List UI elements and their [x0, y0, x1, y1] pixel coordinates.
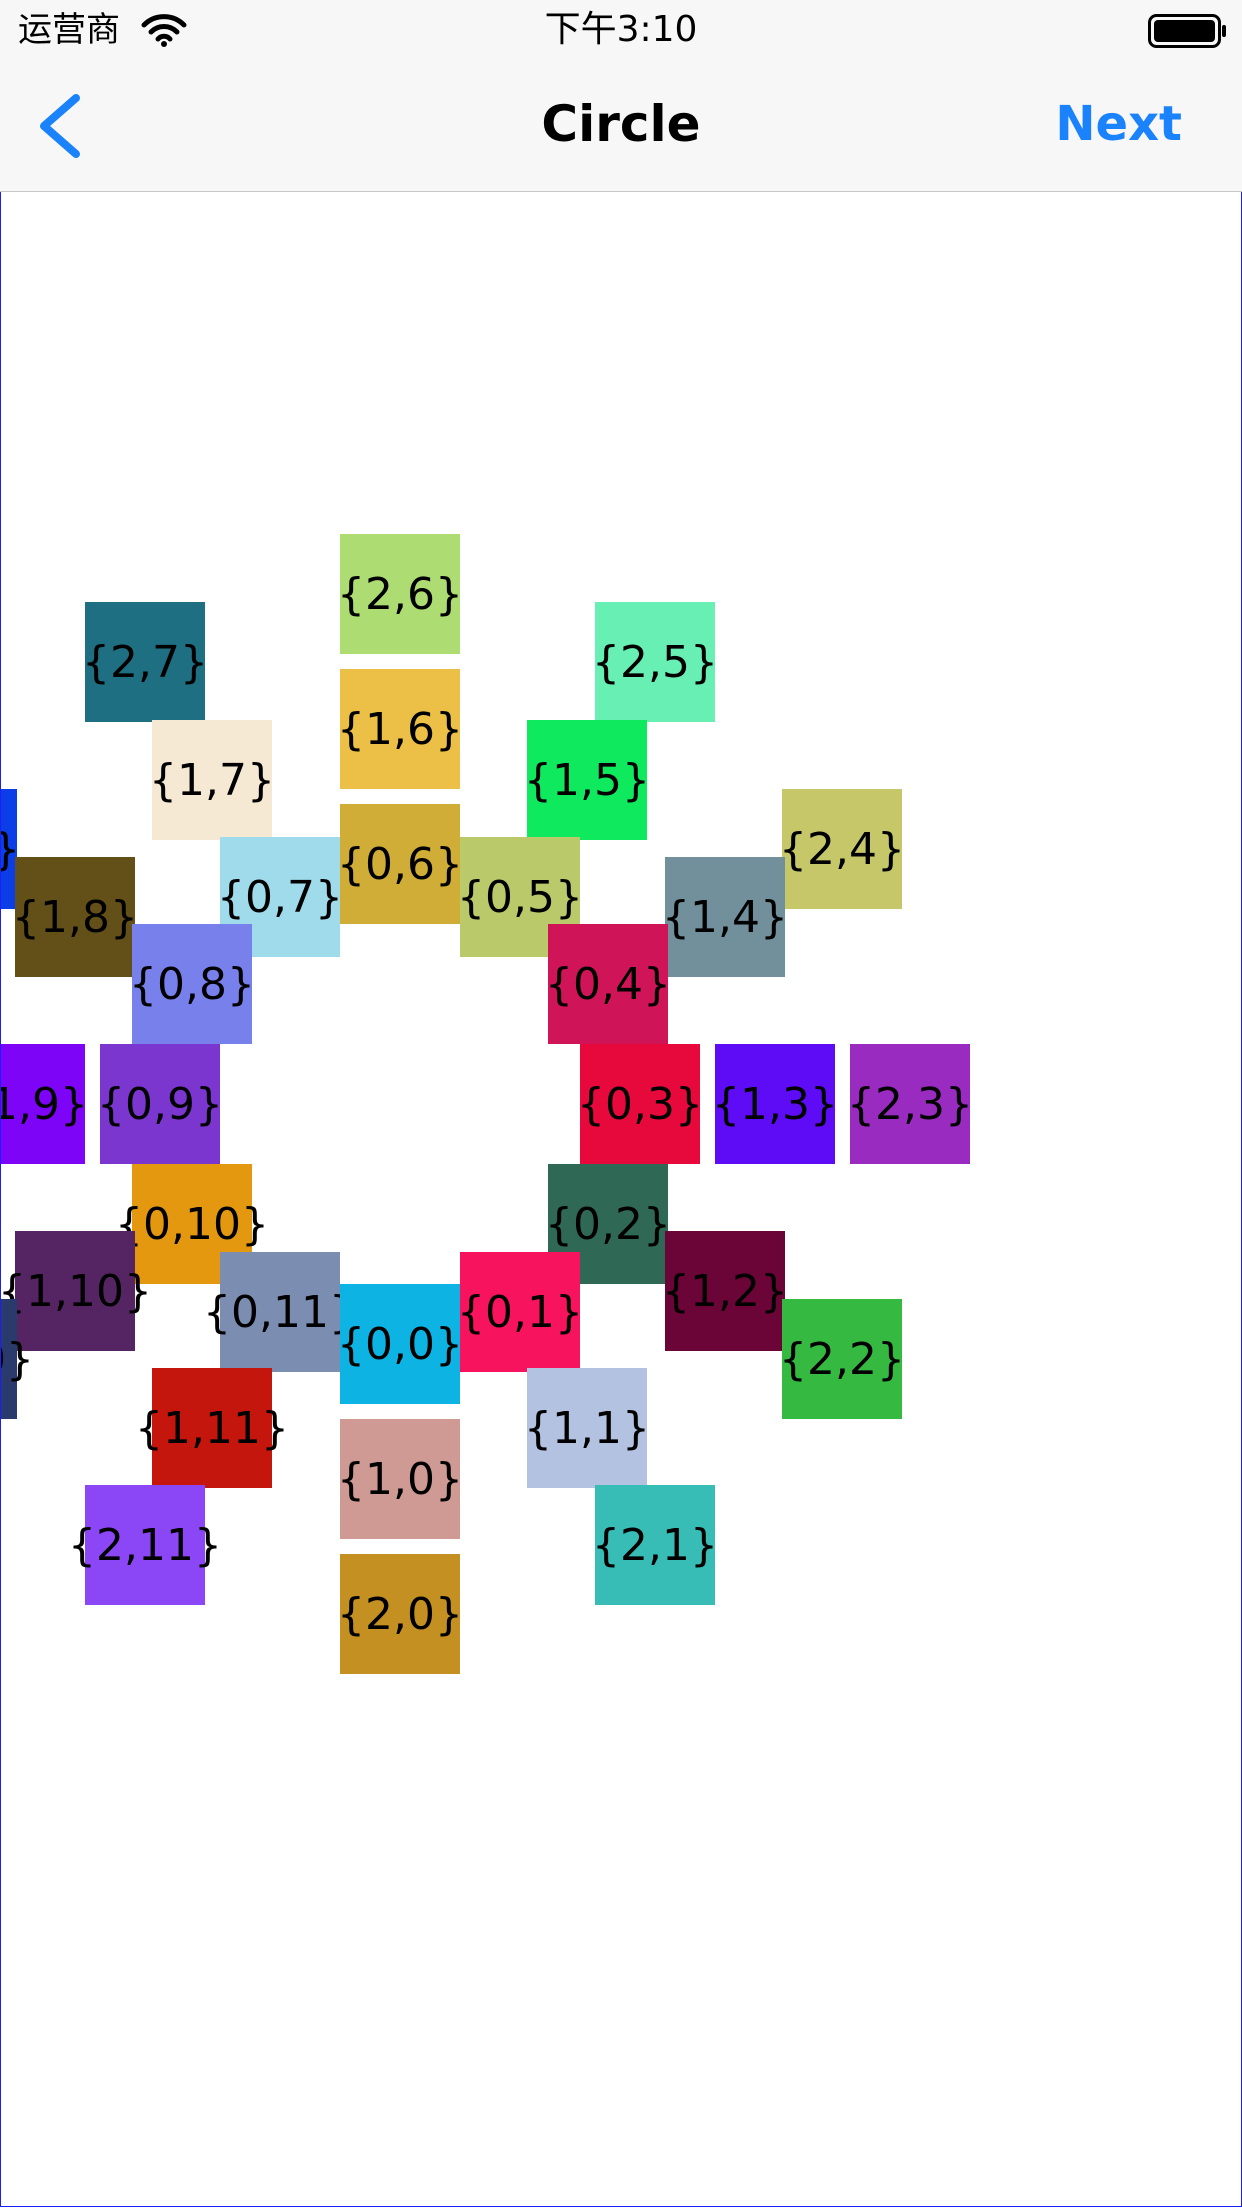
cell-label: {1,1} — [524, 1402, 650, 1454]
collection-cell[interactable]: {1,3} — [712, 1044, 838, 1164]
cell-label: {2,6} — [337, 568, 463, 620]
cell-label: {1,3} — [712, 1078, 838, 1130]
wifi-icon — [141, 14, 187, 47]
cell-label: {2,2} — [779, 1333, 905, 1385]
collection-cell[interactable]: {0,8} — [129, 924, 255, 1044]
cell-label: {0,11} — [203, 1286, 357, 1338]
cell-label: {1,11} — [135, 1402, 289, 1454]
back-button[interactable] — [28, 86, 88, 166]
cell-label: {0,9} — [97, 1078, 223, 1130]
collection-cell[interactable]: {0,0} — [337, 1284, 463, 1404]
cell-label: {1,2} — [662, 1265, 788, 1317]
collection-cell[interactable]: {0,9} — [97, 1044, 223, 1164]
collection-cell[interactable]: {2,4} — [779, 789, 905, 909]
carrier-label: 运营商 — [18, 10, 120, 50]
collection-cell[interactable]: {0,11} — [203, 1252, 357, 1372]
collection-cell[interactable]: {1,11} — [135, 1368, 289, 1488]
battery-icon — [1148, 14, 1226, 48]
collection-cell[interactable]: {1,2} — [662, 1231, 788, 1351]
cell-label: {0,3} — [577, 1078, 703, 1130]
status-time: 下午3:10 — [544, 9, 698, 50]
cell-label: {1,5} — [524, 754, 650, 806]
page-title: Circle — [541, 95, 701, 153]
collection-cell[interactable]: {1,4} — [662, 857, 788, 977]
collection-cell[interactable]: {2,11} — [68, 1485, 222, 1605]
collection-cell[interactable]: {1,0} — [337, 1419, 463, 1539]
collection-cell[interactable]: {1,7} — [149, 720, 275, 840]
cell-label: {0,10} — [115, 1198, 269, 1250]
cell-label: {2,3} — [847, 1078, 973, 1130]
navigation-bar: Circle Next — [0, 60, 1242, 193]
cell-label: {0,6} — [337, 838, 463, 890]
collection-cell[interactable]: {2,5} — [592, 602, 718, 722]
cell-label: {1,0} — [337, 1453, 463, 1505]
next-button[interactable]: Next — [1055, 96, 1182, 152]
collection-cell[interactable]: {1,8} — [12, 857, 138, 977]
cell-label: {0,7} — [217, 871, 343, 923]
collection-cell[interactable]: {1,1} — [524, 1368, 650, 1488]
cell-label: {0,1} — [457, 1286, 583, 1338]
cell-label: {2,0} — [337, 1588, 463, 1640]
collection-cell[interactable]: {2,3} — [847, 1044, 973, 1164]
cell-label: {1,10} — [0, 1265, 152, 1317]
cell-label: {1,7} — [149, 754, 275, 806]
circle-collection-view[interactable]: {2,6} {2,7} {2,5} {1,6} {1,7} {1,5} {2,4… — [0, 192, 1242, 2207]
cell-label: {2,4} — [779, 823, 905, 875]
cell-label: {1,8} — [12, 891, 138, 943]
collection-cell[interactable]: {0,10} — [115, 1164, 269, 1284]
cell-label: {1,4} — [662, 891, 788, 943]
collection-cell[interactable]: {2,1} — [592, 1485, 718, 1605]
cell-label: {2,5} — [592, 636, 718, 688]
status-bar: 运营商 下午3:10 — [0, 0, 1242, 60]
collection-cell[interactable]: {1,10} — [1, 1231, 152, 1351]
collection-cell[interactable]: {2,2} — [779, 1299, 905, 1419]
collection-cell[interactable]: {2,0} — [337, 1554, 463, 1674]
cell-label: {2,7} — [82, 636, 208, 688]
cell-label: {0,5} — [457, 871, 583, 923]
cell-label: {1,9} — [1, 1078, 88, 1130]
cell-label: {0,0} — [337, 1318, 463, 1370]
collection-cell[interactable]: {0,2} — [545, 1164, 671, 1284]
collection-cell[interactable]: {1,5} — [524, 720, 650, 840]
collection-cell[interactable]: {0,4} — [545, 924, 671, 1044]
cell-label: {1,6} — [337, 703, 463, 755]
collection-cell[interactable]: {1,9} — [1, 1044, 88, 1164]
cell-label: {2,1} — [592, 1519, 718, 1571]
collection-cell[interactable]: {2,7} — [82, 602, 208, 722]
collection-cell[interactable]: {0,1} — [457, 1252, 583, 1372]
cell-label: {0,4} — [545, 958, 671, 1010]
cell-label: {0,2} — [545, 1198, 671, 1250]
collection-cell[interactable]: {1,6} — [337, 669, 463, 789]
cell-label: {0,8} — [129, 958, 255, 1010]
collection-cell[interactable]: {2,10} — [1, 1299, 34, 1419]
cell-label: {2,11} — [68, 1519, 222, 1571]
chevron-left-icon — [40, 94, 80, 158]
collection-cell[interactable]: {0,3} — [577, 1044, 703, 1164]
cell-label: {2,10} — [1, 1333, 34, 1385]
collection-cell[interactable]: {2,6} — [337, 534, 463, 654]
collection-cell[interactable]: {0,6} — [337, 804, 463, 924]
